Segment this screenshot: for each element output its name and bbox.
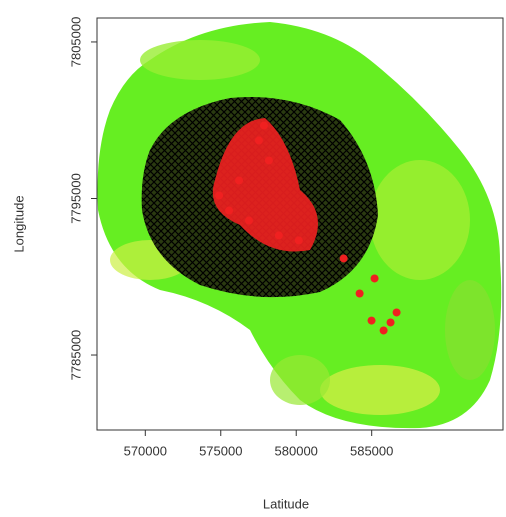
point: [387, 318, 395, 326]
x-tick-label: 570000: [124, 443, 167, 458]
chart: Latitude Longitude 570000 575000 580000 585…: [0, 0, 506, 517]
point: [225, 207, 233, 215]
x-tick-label: 575000: [199, 443, 242, 458]
point: [255, 136, 263, 144]
y-axis-label: Longitude: [11, 195, 26, 252]
y-tick-label: 7785000: [68, 330, 83, 381]
point: [265, 156, 273, 164]
point: [215, 192, 223, 200]
point: [393, 308, 401, 316]
x-axis-label: Latitude: [263, 496, 309, 511]
x-tick-label: 580000: [275, 443, 318, 458]
point: [380, 326, 388, 334]
point: [356, 290, 364, 298]
point: [260, 122, 268, 130]
x-tick-label: 585000: [350, 443, 393, 458]
point: [340, 254, 348, 262]
point: [295, 236, 303, 244]
point: [371, 274, 379, 282]
y-tick-label: 7805000: [68, 17, 83, 68]
point: [245, 217, 253, 225]
map-raster: [98, 22, 502, 428]
point: [235, 176, 243, 184]
point: [368, 317, 376, 325]
y-tick-label: 7795000: [68, 173, 83, 224]
point: [275, 231, 283, 239]
